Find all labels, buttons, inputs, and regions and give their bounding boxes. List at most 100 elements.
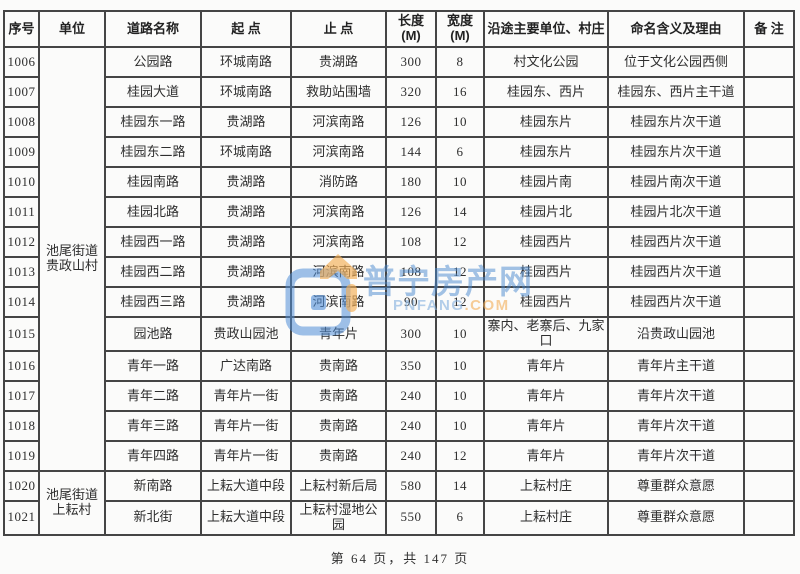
cell-width: 10: [435, 380, 485, 412]
cell-width: 16: [435, 76, 485, 108]
cell-note: [743, 166, 795, 198]
cell-serial: 1011: [3, 196, 40, 228]
cell-along-units: 青年片: [483, 350, 609, 382]
cell-road-name: 新南路: [104, 470, 202, 502]
cell-end-point: 河滨南路: [290, 286, 387, 318]
cell-note: [743, 136, 795, 168]
table-row: 1020 池尾街道 上耘村 新南路 上耘大道中段 上耘村新后局 580 14 上…: [3, 470, 795, 536]
cell-serial: 1008: [3, 106, 40, 138]
cell-end-point: 青年片: [290, 316, 387, 352]
cell-start-point: 青年片一街: [200, 440, 292, 472]
cell-start-point: 贵湖路: [200, 286, 292, 318]
cell-along-units: 寨内、老寨后、九家口: [483, 316, 609, 352]
cell-note: [743, 350, 795, 382]
cell-width: 10: [435, 410, 485, 442]
table-row: 1015 园池路 贵政山园池 青年片 300 10 寨内、老寨后、九家口 沿贵政…: [3, 316, 795, 352]
cell-end-point: 贵南路: [290, 380, 387, 412]
cell-width: 12: [435, 440, 485, 472]
cell-width: 10: [435, 166, 485, 198]
cell-naming-reason: 桂园片北次干道: [607, 196, 745, 228]
cell-note: [743, 226, 795, 258]
cell-serial: 1010: [3, 166, 40, 198]
cell-road-name: 青年一路: [104, 350, 202, 382]
cell-naming-reason: 尊重群众意愿: [607, 470, 745, 502]
cell-serial: 1007: [3, 76, 40, 108]
cell-road-name: 桂园西一路: [104, 226, 202, 258]
cell-note: [743, 196, 795, 228]
cell-road-name: 园池路: [104, 316, 202, 352]
cell-serial: 1020: [3, 470, 40, 502]
cell-naming-reason: 桂园东、西片主干道: [607, 76, 745, 108]
column-header-length: 长度 (M): [385, 10, 437, 48]
column-header-naming-reason: 命名含义及理由: [607, 10, 745, 48]
cell-start-point: 青年片一街: [200, 380, 292, 412]
cell-unit-group: 池尾街道 贵政山村: [38, 46, 106, 472]
cell-note: [743, 500, 795, 536]
table-row: 1017 青年二路 青年片一街 贵南路 240 10 青年片 青年片次干道: [3, 380, 795, 412]
cell-width: 12: [435, 256, 485, 288]
table-row: 1009 桂园东二路 环城南路 河滨南路 144 6 桂园东片 桂园东片次干道: [3, 136, 795, 168]
cell-road-name: 桂园东二路: [104, 136, 202, 168]
cell-along-units: 青年片: [483, 410, 609, 442]
cell-road-name: 桂园南路: [104, 166, 202, 198]
cell-length: 240: [385, 410, 437, 442]
cell-note: [743, 380, 795, 412]
cell-start-point: 贵湖路: [200, 256, 292, 288]
cell-along-units: 青年片: [483, 380, 609, 412]
cell-length: 300: [385, 316, 437, 352]
cell-end-point: 河滨南路: [290, 136, 387, 168]
cell-start-point: 贵湖路: [200, 226, 292, 258]
cell-along-units: 村文化公园: [483, 46, 609, 78]
cell-naming-reason: 沿贵政山园池: [607, 316, 745, 352]
cell-along-units: 桂园东片: [483, 136, 609, 168]
cell-length: 126: [385, 106, 437, 138]
cell-note: [743, 76, 795, 108]
cell-end-point: 河滨南路: [290, 256, 387, 288]
cell-naming-reason: 桂园西片次干道: [607, 226, 745, 258]
cell-width: 6: [435, 136, 485, 168]
cell-length: 240: [385, 440, 437, 472]
header-row: 序号 单位 道路名称 起 点 止 点 长度 (M) 宽度 (M) 沿途主要单位、…: [3, 10, 795, 48]
cell-serial: 1006: [3, 46, 40, 78]
cell-start-point: 青年片一街: [200, 410, 292, 442]
cell-serial: 1015: [3, 316, 40, 352]
cell-naming-reason: 位于文化公园西侧: [607, 46, 745, 78]
cell-length: 320: [385, 76, 437, 108]
cell-serial: 1017: [3, 380, 40, 412]
cell-road-name: 桂园大道: [104, 76, 202, 108]
cell-along-units: 青年片: [483, 440, 609, 472]
cell-end-point: 救助站围墙: [290, 76, 387, 108]
cell-road-name: 桂园东一路: [104, 106, 202, 138]
cell-length: 90: [385, 286, 437, 318]
cell-along-units: 桂园西片: [483, 286, 609, 318]
table-row: 1021 新北街 上耘大道中段 上耘村湿地公园 550 6 上耘村庄 尊重群众意…: [3, 500, 795, 536]
column-header-width: 宽度 (M): [435, 10, 485, 48]
cell-naming-reason: 桂园西片次干道: [607, 256, 745, 288]
cell-end-point: 上耘村新后局: [290, 470, 387, 502]
cell-along-units: 上耘村庄: [483, 500, 609, 536]
cell-length: 580: [385, 470, 437, 502]
cell-length: 126: [385, 196, 437, 228]
table-row: 1018 青年三路 青年片一街 贵南路 240 10 青年片 青年片次干道: [3, 410, 795, 442]
cell-end-point: 河滨南路: [290, 196, 387, 228]
column-header-start-point: 起 点: [200, 10, 292, 48]
cell-width: 10: [435, 316, 485, 352]
cell-end-point: 贵南路: [290, 410, 387, 442]
cell-road-name: 桂园北路: [104, 196, 202, 228]
cell-width: 12: [435, 226, 485, 258]
cell-road-name: 公园路: [104, 46, 202, 78]
table-row: 1006 池尾街道 贵政山村 公园路 环城南路 贵湖路 300 8 村文化公园 …: [3, 46, 795, 472]
cell-road-name: 青年二路: [104, 380, 202, 412]
cell-length: 144: [385, 136, 437, 168]
cell-road-name: 桂园西二路: [104, 256, 202, 288]
cell-road-name: 新北街: [104, 500, 202, 536]
table-row: 1008 桂园东一路 贵湖路 河滨南路 126 10 桂园东片 桂园东片次干道: [3, 106, 795, 138]
cell-length: 108: [385, 226, 437, 258]
cell-start-point: 广达南路: [200, 350, 292, 382]
table-row: 1012 桂园西一路 贵湖路 河滨南路 108 12 桂园西片 桂园西片次干道: [3, 226, 795, 258]
cell-along-units: 桂园片南: [483, 166, 609, 198]
cell-serial: 1021: [3, 500, 40, 536]
table-row: 1007 桂园大道 环城南路 救助站围墙 320 16 桂园东、西片 桂园东、西…: [3, 76, 795, 108]
column-header-serial: 序号: [3, 10, 40, 48]
cell-length: 300: [385, 46, 437, 78]
